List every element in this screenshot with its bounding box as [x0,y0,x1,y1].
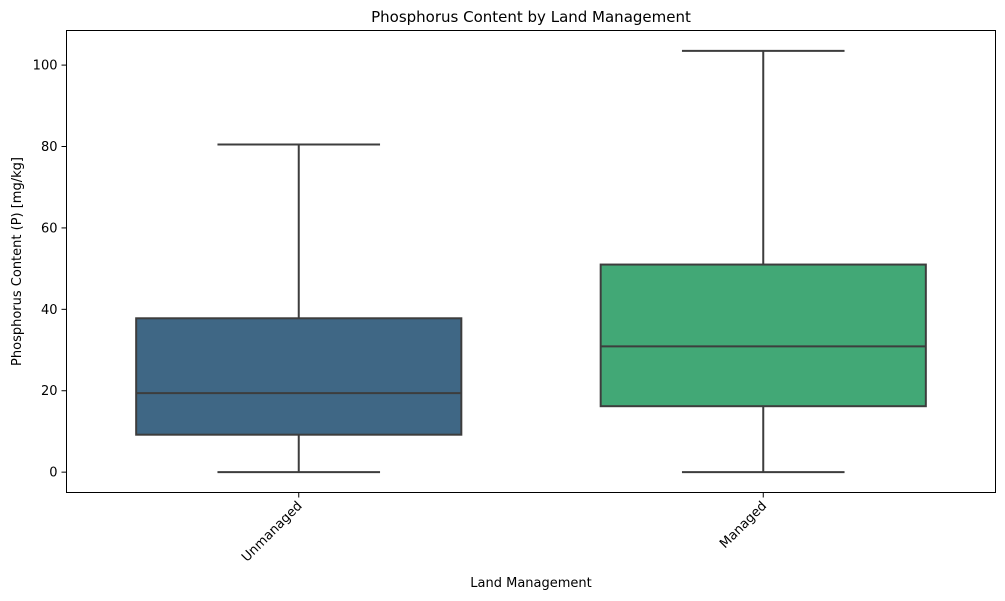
y-tick-label: 20 [41,384,58,399]
y-tick-label: 40 [41,303,58,318]
box-unmanaged [135,317,463,436]
plot-frame [66,30,996,493]
y-tick-label: 60 [41,221,58,236]
y-axis-label: Phosphorus Content (P) [mg/kg] [10,157,25,366]
x-tick-label: Managed [717,499,770,552]
box-group-unmanaged [135,143,463,474]
box-managed [599,263,927,408]
y-tick-label: 0 [49,466,57,481]
x-tick-label: Unmanaged [239,499,306,566]
chart-title: Phosphorus Content by Land Management [371,8,691,26]
x-axis-label: Land Management [470,576,591,591]
y-tick-label: 100 [33,59,58,74]
plot-area [135,49,927,474]
box-group-managed [599,49,927,474]
y-tick-label: 80 [41,140,58,155]
